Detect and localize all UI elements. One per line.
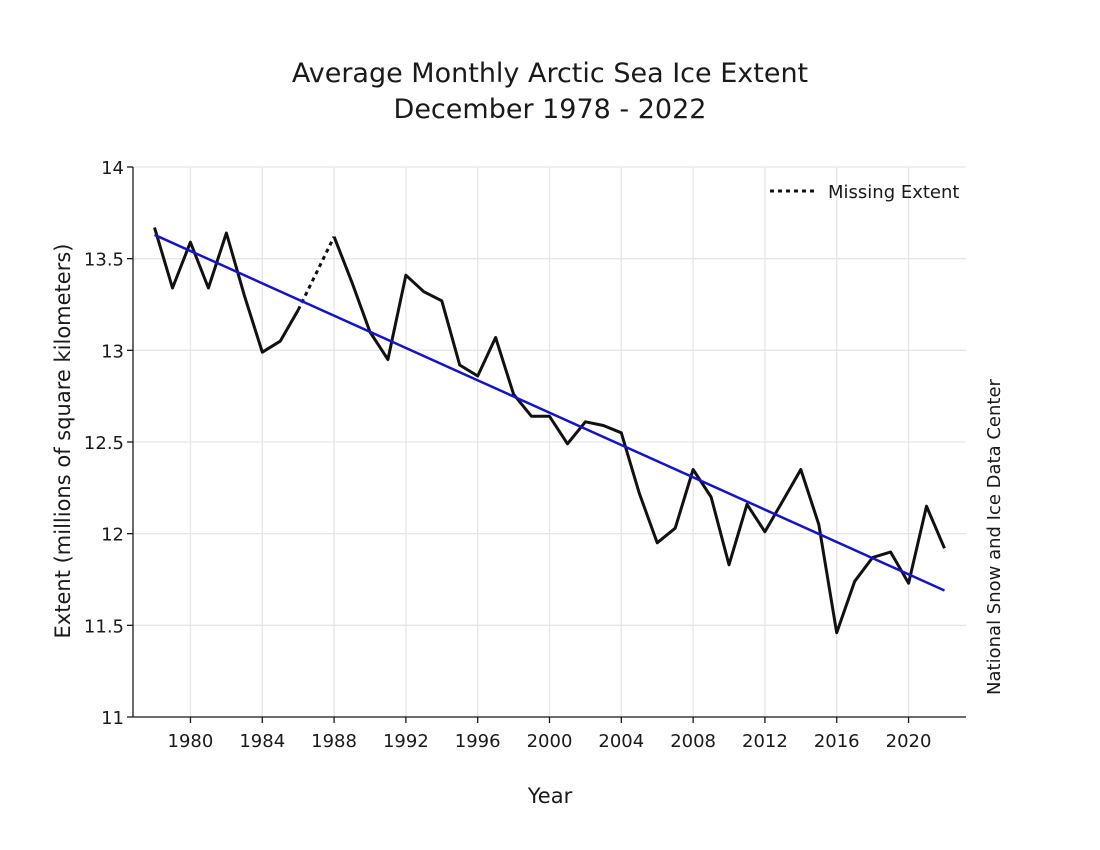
axes: 1980 1984 1988 1992 1996 2000 2004 2008 2012 2016…: [84, 158, 966, 752]
chart-title: Average Monthly Arctic Sea Ice Extent: [292, 58, 808, 89]
x-axis-title: Year: [527, 784, 573, 808]
x-tick-label: 1988: [311, 731, 357, 752]
x-tick-label: 2012: [742, 731, 788, 752]
x-tick-label: 2020: [886, 731, 932, 752]
plot-series: [153, 227, 946, 635]
x-tick-label: 2004: [598, 731, 644, 752]
legend-label-missing-extent: Missing Extent: [828, 182, 959, 203]
legend: Missing Extent: [770, 182, 959, 203]
extent-line-segment-1: [153, 227, 300, 354]
y-tick-label: 12.5: [84, 433, 124, 454]
x-tick-label: 2000: [527, 731, 573, 752]
y-tick-label: 11: [101, 708, 124, 729]
y-tick-label: 12: [101, 525, 124, 546]
credit-label: National Snow and Ice Data Center: [984, 378, 1005, 694]
trend-line: [153, 233, 946, 592]
x-tick-label: 1984: [239, 731, 285, 752]
extent-line-segment-2: [332, 236, 946, 635]
missing-extent-line: [296, 236, 336, 311]
x-tick-label: 1980: [168, 731, 214, 752]
grid: [133, 166, 966, 718]
y-tick-label: 14: [101, 158, 124, 179]
x-tick-label: 2008: [670, 731, 716, 752]
y-tick-label: 13.5: [84, 250, 124, 271]
y-axis-title: Extent (millions of square kilometers): [51, 244, 75, 639]
y-tick-label: 11.5: [84, 616, 124, 637]
chart-subtitle: December 1978 - 2022: [394, 94, 707, 125]
x-tick-label: 1992: [383, 731, 429, 752]
x-tick-label: 2016: [814, 731, 860, 752]
y-tick-label: 13: [101, 341, 124, 362]
x-tick-label: 1996: [455, 731, 501, 752]
